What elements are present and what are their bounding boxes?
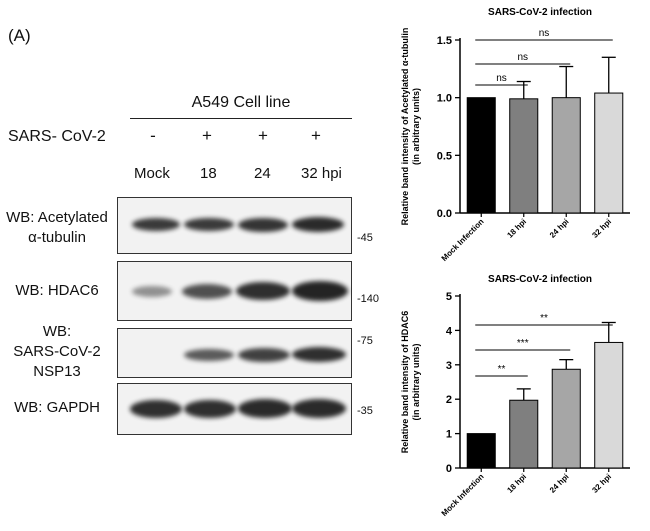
chart-title: SARS-CoV-2 infection <box>488 274 592 285</box>
y-axis-label: Relative band intensity of HDAC6 <box>400 311 410 454</box>
y-axis-label: (in arbitrary units) <box>411 88 421 165</box>
y-tick-label: 1.0 <box>437 93 452 105</box>
bar <box>509 399 539 469</box>
blot-label-line: WB: GAPDH <box>14 399 100 416</box>
blot-label-line: WB: Acetylated <box>6 209 108 226</box>
y-tick-label: 5 <box>446 291 452 303</box>
blot-gapdh <box>117 383 352 435</box>
band <box>132 286 172 297</box>
band <box>184 400 236 418</box>
blot-nsp13 <box>117 328 352 378</box>
blot-label-line: SARS-CoV-2 <box>13 343 101 360</box>
bar <box>551 368 581 469</box>
x-tick-label: Mock Infection <box>440 472 486 518</box>
cell-line-rule <box>130 118 352 119</box>
band <box>182 284 232 299</box>
blot-label-gapdh: WB: GAPDH <box>0 398 114 418</box>
band <box>292 281 348 301</box>
x-tick-label: 18 hpi <box>505 217 528 240</box>
y-axis-label: (in arbitrary units) <box>411 343 421 420</box>
bar <box>551 97 581 214</box>
y-tick-label: 4 <box>446 325 453 337</box>
significance-label: ** <box>540 313 548 324</box>
bar-chart-hdac6: SARS-CoV-2 infection Relative band intens… <box>400 274 630 518</box>
x-tick-label: 32 hpi <box>590 472 613 495</box>
band <box>130 400 182 418</box>
significance-label: *** <box>517 338 529 349</box>
y-tick-label: 0.0 <box>437 208 452 220</box>
bar <box>466 97 496 214</box>
significance-label: ns <box>517 52 528 63</box>
mw-marker: -35 <box>357 405 373 417</box>
panel-label: (A) <box>8 26 31 45</box>
band <box>236 282 290 300</box>
x-tick-label: Mock Infection <box>440 217 486 263</box>
blot-label-nsp13: WB: SARS-CoV-2 NSP13 <box>0 322 114 382</box>
infection-sign-32: + <box>311 126 321 145</box>
significance-label: ** <box>498 364 506 375</box>
y-tick-label: 3 <box>446 360 452 372</box>
band <box>238 399 292 418</box>
bar <box>594 341 624 469</box>
x-tick-label: 18 hpi <box>505 472 528 495</box>
blot-label-hdac6: WB: HDAC6 <box>0 281 114 301</box>
band <box>292 217 344 232</box>
blot-label-line: α-tubulin <box>28 229 86 246</box>
bar <box>509 98 539 214</box>
y-tick-label: 0.5 <box>437 150 452 162</box>
significance-label: ns <box>539 28 550 39</box>
cell-line-label: A549 Cell line <box>191 94 291 111</box>
mw-marker: -45 <box>357 232 373 244</box>
lane-label-32: 32 hpi <box>301 165 342 182</box>
band <box>292 347 346 362</box>
y-tick-label: 2 <box>446 394 452 406</box>
chart-title: SARS-CoV-2 infection <box>488 7 592 18</box>
lane-label-18: 18 <box>200 165 217 182</box>
x-tick-label: 24 hpi <box>548 472 571 495</box>
band <box>132 218 180 231</box>
y-tick-label: 0 <box>446 463 452 475</box>
bar-chart-acetylated-tubulin: SARS-CoV-2 infection Relative band intens… <box>400 7 630 263</box>
mw-marker: -140 <box>357 293 380 305</box>
lane-label-mock: Mock <box>134 165 170 182</box>
band <box>292 399 346 418</box>
y-axis-label: Relative band intensity of Acetylated α-… <box>400 28 410 226</box>
mw-marker: -75 <box>357 335 373 347</box>
bar <box>594 92 624 214</box>
x-tick-label: 32 hpi <box>590 217 613 240</box>
lane-label-24: 24 <box>254 165 271 182</box>
significance-label: ns <box>496 73 507 84</box>
blot-label-acetylated-tubulin: WB: Acetylated α-tubulin <box>0 208 114 248</box>
blot-label-line: NSP13 <box>33 363 81 380</box>
band <box>238 218 288 232</box>
band <box>184 218 234 231</box>
infection-sign-18: + <box>202 126 212 145</box>
band <box>184 349 234 361</box>
bar <box>466 433 496 469</box>
y-tick-label: 1 <box>446 429 452 441</box>
x-tick-label: 24 hpi <box>548 217 571 240</box>
infection-label: SARS- CoV-2 <box>8 128 106 145</box>
blot-hdac6 <box>117 261 352 321</box>
y-tick-label: 1.5 <box>437 35 452 47</box>
infection-sign-24: + <box>258 126 268 145</box>
band <box>238 348 290 362</box>
blot-label-line: WB: <box>42 323 72 340</box>
blot-acetylated-tubulin <box>117 197 352 254</box>
blot-label-line: WB: HDAC6 <box>15 282 99 299</box>
infection-sign-mock: - <box>150 126 156 145</box>
